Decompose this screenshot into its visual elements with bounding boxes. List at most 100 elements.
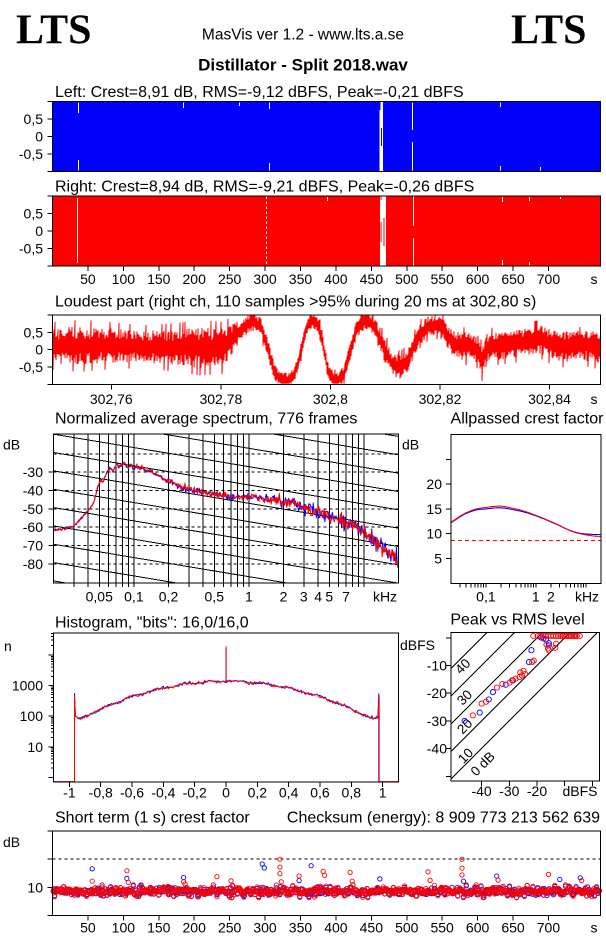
svg-text:Histogram, "bits": 16,0/16,0: Histogram, "bits": 16,0/16,0 [55, 615, 249, 632]
svg-text:100: 100 [112, 920, 136, 936]
svg-text:-40: -40 [23, 482, 43, 498]
svg-text:50: 50 [80, 920, 96, 936]
svg-text:400: 400 [324, 271, 348, 287]
svg-text:302,84: 302,84 [528, 391, 571, 407]
svg-text:-0,4: -0,4 [151, 785, 175, 801]
svg-text:150: 150 [147, 271, 171, 287]
svg-text:n: n [4, 638, 12, 654]
svg-text:500: 500 [395, 920, 419, 936]
svg-text:0,5: 0,5 [24, 324, 44, 340]
svg-text:15: 15 [426, 501, 442, 517]
svg-text:-30: -30 [427, 713, 447, 729]
svg-text:0,6: 0,6 [310, 785, 330, 801]
svg-text:700: 700 [537, 271, 561, 287]
svg-text:0: 0 [35, 129, 43, 145]
svg-text:100: 100 [20, 708, 44, 724]
svg-text:3: 3 [300, 589, 308, 605]
svg-text:LTS: LTS [16, 8, 92, 54]
svg-text:4: 4 [314, 589, 322, 605]
svg-text:550: 550 [430, 271, 454, 287]
svg-text:Loudest part (right ch, 110 sa: Loudest part (right ch, 110 samples >95%… [55, 294, 536, 311]
svg-text:Short term (1 s) crest factor: Short term (1 s) crest factor [55, 810, 250, 827]
svg-text:302,82: 302,82 [419, 391, 462, 407]
svg-text:-0,5: -0,5 [19, 146, 43, 162]
svg-text:Normalized average spectrum, 7: Normalized average spectrum, 776 frames [55, 411, 357, 428]
svg-text:-60: -60 [23, 519, 43, 535]
svg-text:1: 1 [379, 785, 387, 801]
svg-text:300: 300 [253, 920, 277, 936]
svg-text:1: 1 [532, 589, 540, 605]
svg-text:700: 700 [537, 920, 561, 936]
svg-text:Peak vs RMS level: Peak vs RMS level [450, 612, 584, 629]
svg-text:0,2: 0,2 [248, 785, 268, 801]
svg-text:0,05: 0,05 [86, 589, 113, 605]
svg-text:-0,8: -0,8 [89, 785, 113, 801]
svg-text:-70: -70 [23, 537, 43, 553]
svg-text:dBFS: dBFS [400, 637, 435, 653]
svg-text:dB: dB [3, 437, 20, 453]
svg-text:200: 200 [183, 271, 207, 287]
svg-text:0,1: 0,1 [124, 589, 144, 605]
svg-text:-40: -40 [471, 783, 491, 799]
svg-text:-80: -80 [23, 556, 43, 572]
svg-text:dBFS: dBFS [562, 783, 597, 799]
svg-text:0,4: 0,4 [279, 785, 299, 801]
svg-text:MasVis ver 1.2 - www.lts.a.se: MasVis ver 1.2 - www.lts.a.se [202, 27, 404, 44]
svg-text:300: 300 [253, 271, 277, 287]
svg-text:5: 5 [434, 551, 442, 567]
svg-text:-0,6: -0,6 [120, 785, 144, 801]
svg-text:LTS: LTS [511, 8, 587, 54]
svg-text:s: s [591, 271, 598, 287]
svg-text:Distillator - Split 2018.wav: Distillator - Split 2018.wav [198, 56, 408, 75]
svg-text:0: 0 [222, 785, 230, 801]
svg-text:500: 500 [395, 271, 419, 287]
svg-text:100: 100 [112, 271, 136, 287]
svg-text:0,5: 0,5 [205, 589, 225, 605]
svg-text:350: 350 [289, 920, 313, 936]
svg-text:0,1: 0,1 [476, 589, 496, 605]
svg-text:250: 250 [218, 920, 242, 936]
svg-text:650: 650 [501, 271, 525, 287]
svg-text:Checksum (energy): 8 909 773: Checksum (energy): 8 909 773 213 562 639 [287, 810, 600, 827]
svg-text:0: 0 [35, 223, 43, 239]
svg-text:50: 50 [80, 271, 96, 287]
svg-text:10: 10 [27, 739, 43, 755]
svg-text:0: 0 [35, 342, 43, 358]
svg-text:600: 600 [466, 271, 490, 287]
svg-text:7: 7 [342, 589, 350, 605]
svg-text:0,5: 0,5 [24, 206, 44, 222]
svg-text:Left: Crest=8,91 dB, RMS=-9,12: Left: Crest=8,91 dB, RMS=-9,12 dBFS, Pea… [55, 84, 464, 101]
svg-text:550: 550 [430, 920, 454, 936]
svg-text:dB: dB [3, 834, 20, 850]
svg-text:600: 600 [466, 920, 490, 936]
svg-text:Allpassed crest factor: Allpassed crest factor [451, 411, 605, 428]
svg-text:dB: dB [402, 437, 419, 453]
svg-text:350: 350 [289, 271, 313, 287]
svg-text:-40: -40 [427, 741, 447, 757]
svg-text:2: 2 [547, 589, 555, 605]
svg-text:-20: -20 [527, 783, 547, 799]
svg-text:-30: -30 [499, 783, 519, 799]
svg-text:450: 450 [360, 271, 384, 287]
svg-text:302,76: 302,76 [90, 391, 133, 407]
svg-text:650: 650 [501, 920, 525, 936]
svg-text:kHz: kHz [373, 589, 397, 605]
svg-text:s: s [591, 920, 598, 936]
svg-text:1: 1 [245, 589, 253, 605]
svg-text:2: 2 [280, 589, 288, 605]
svg-text:200: 200 [183, 920, 207, 936]
svg-text:kHz: kHz [575, 589, 599, 605]
svg-text:-30: -30 [23, 464, 43, 480]
svg-text:150: 150 [147, 920, 171, 936]
svg-text:302,78: 302,78 [199, 391, 242, 407]
svg-text:-0,2: -0,2 [183, 785, 207, 801]
svg-text:0,8: 0,8 [342, 785, 362, 801]
svg-text:s: s [591, 391, 598, 407]
svg-text:20: 20 [426, 476, 442, 492]
svg-text:450: 450 [360, 920, 384, 936]
svg-text:-0,5: -0,5 [19, 359, 43, 375]
svg-text:-1: -1 [63, 785, 76, 801]
svg-text:400: 400 [324, 920, 348, 936]
svg-text:Right: Crest=8,94 dB, RMS=-9,2: Right: Crest=8,94 dB, RMS=-9,21 dBFS, Pe… [55, 179, 474, 196]
svg-text:5: 5 [325, 589, 333, 605]
